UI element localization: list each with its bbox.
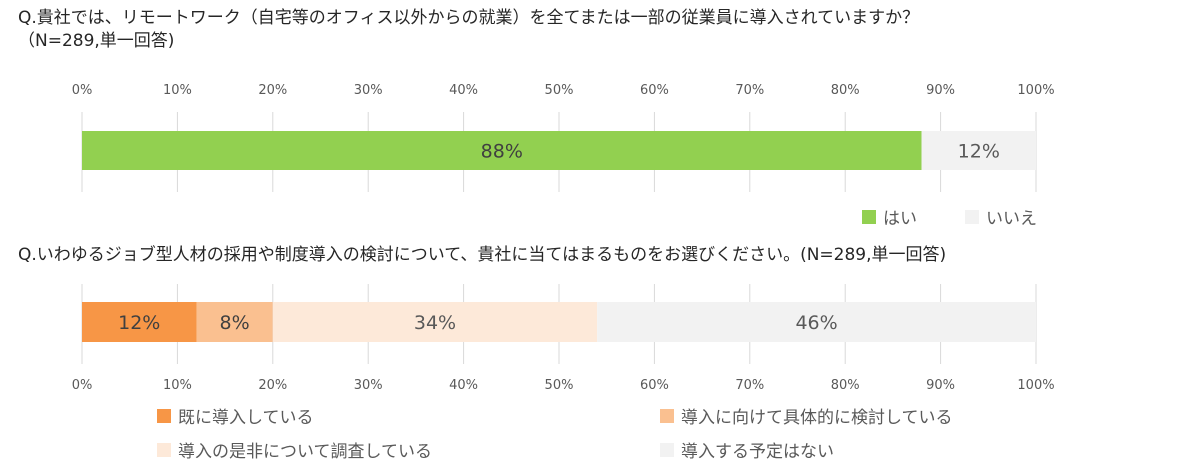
legend-swatch bbox=[157, 408, 171, 423]
question-1-title: Q.貴社では、リモートワーク（自宅等のオフィス以外からの就業）を全てまたは一部の… bbox=[18, 8, 920, 28]
legend-label: 既に導入している bbox=[178, 408, 314, 428]
bar-segment bbox=[196, 302, 273, 342]
legend-item-yes: はい bbox=[862, 204, 917, 229]
bar-segment bbox=[82, 302, 197, 342]
tick-label: 90% bbox=[926, 83, 955, 98]
tick-label: 50% bbox=[545, 83, 574, 98]
data-label: 88% bbox=[481, 141, 523, 163]
bar-segment bbox=[921, 131, 1036, 170]
legend-item-researching: 導入の是非について調査している bbox=[157, 437, 432, 462]
legend-item-introduced: 既に導入している bbox=[157, 403, 314, 428]
legend-swatch bbox=[660, 442, 674, 457]
legend-item-considering: 導入に向けて具体的に検討している bbox=[660, 403, 953, 428]
legend-swatch bbox=[660, 408, 674, 423]
tick-label: 0% bbox=[72, 378, 93, 393]
question-2-title: Q.いわゆるジョブ型人材の採用や制度導入の検討について、貴社に当てはまるものをお… bbox=[18, 245, 947, 265]
tick-label: 70% bbox=[735, 378, 764, 393]
data-label: 8% bbox=[220, 312, 250, 334]
tick-label: 100% bbox=[1017, 378, 1054, 393]
legend-label: いいえ bbox=[986, 209, 1037, 229]
legend-item-no-plan: 導入する予定はない bbox=[660, 437, 834, 462]
legend-label: 導入する予定はない bbox=[681, 442, 834, 462]
tick-label: 0% bbox=[72, 83, 93, 98]
tick-label: 20% bbox=[258, 83, 287, 98]
bar-segment bbox=[272, 302, 598, 342]
tick-label: 90% bbox=[926, 378, 955, 393]
legend-swatch bbox=[157, 442, 171, 457]
legend-label: 導入の是非について調査している bbox=[178, 442, 432, 462]
data-label: 12% bbox=[118, 312, 160, 334]
tick-label: 70% bbox=[735, 83, 764, 98]
data-label: 46% bbox=[795, 312, 837, 334]
legend-label: 導入に向けて具体的に検討している bbox=[681, 408, 953, 428]
legend-swatch bbox=[862, 209, 876, 224]
tick-label: 60% bbox=[640, 378, 669, 393]
tick-label: 10% bbox=[163, 378, 192, 393]
bar-segment bbox=[597, 302, 1036, 342]
tick-label: 20% bbox=[258, 378, 287, 393]
legend-swatch bbox=[965, 209, 979, 224]
tick-label: 10% bbox=[163, 83, 192, 98]
tick-label: 80% bbox=[831, 378, 860, 393]
legend-item-no: いいえ bbox=[965, 204, 1037, 229]
legend-label: はい bbox=[883, 209, 917, 229]
tick-label: 30% bbox=[354, 83, 383, 98]
bar-segment bbox=[82, 131, 922, 170]
data-label: 34% bbox=[414, 312, 456, 334]
question-1-subtitle: （N=289,単一回答) bbox=[18, 31, 175, 51]
tick-label: 40% bbox=[449, 378, 478, 393]
tick-label: 50% bbox=[545, 378, 574, 393]
tick-label: 30% bbox=[354, 378, 383, 393]
tick-label: 80% bbox=[831, 83, 860, 98]
data-label: 12% bbox=[958, 141, 1000, 163]
tick-label: 60% bbox=[640, 83, 669, 98]
tick-label: 40% bbox=[449, 83, 478, 98]
tick-label: 100% bbox=[1017, 83, 1054, 98]
